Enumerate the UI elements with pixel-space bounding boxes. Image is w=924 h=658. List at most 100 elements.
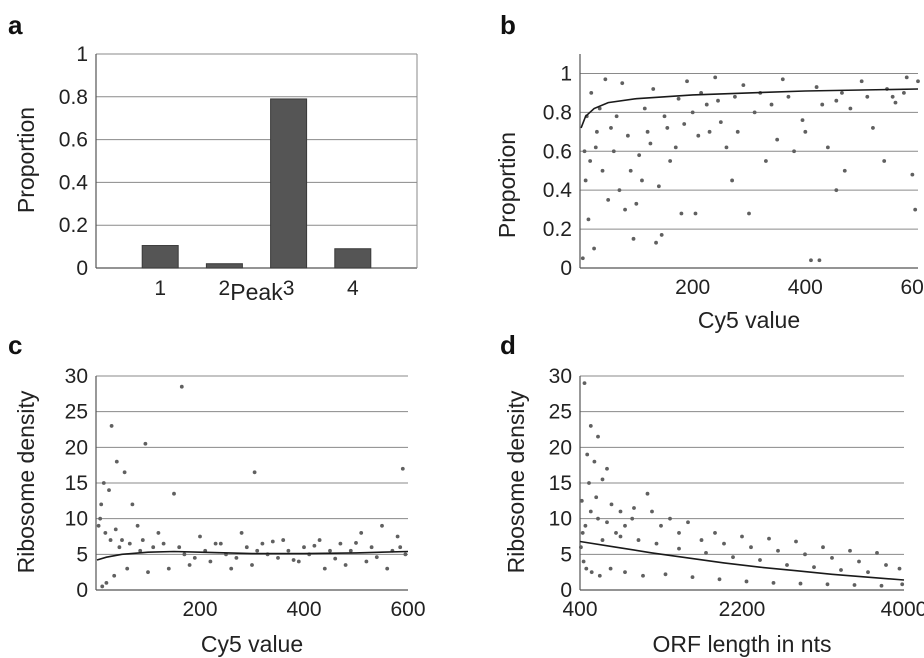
data-point [600,477,605,482]
data-point [234,556,239,560]
data-point [747,211,751,216]
data-point [677,531,681,535]
data-point [696,133,701,138]
y-tick-label: 10 [65,508,88,531]
data-point [785,563,789,567]
data-point [662,114,667,119]
data-point [593,145,598,150]
x-tick-label: 200 [182,598,217,621]
y-tick-label: 0.8 [59,86,88,109]
x-axis-title: Peak [230,279,283,305]
data-point [592,459,597,464]
data-point [138,548,143,553]
y-tick-label: 0.2 [543,218,572,241]
data-point [699,538,704,542]
x-tick-label: 600 [900,276,924,299]
data-point [792,149,796,154]
data-point [673,145,678,150]
data-point [651,87,656,91]
y-tick-label: 1 [76,43,88,66]
data-point [98,516,103,521]
data-point [857,559,861,564]
data-point [103,531,108,535]
data-point [668,516,672,521]
panel-letter-c: c [8,330,22,360]
y-tick-label: 5 [560,543,572,566]
data-point [120,538,124,542]
data-point [140,538,145,542]
data-point [865,94,870,99]
data-point [645,491,650,496]
y-tick-label: 30 [549,365,572,388]
data-point [834,98,839,103]
data-point [192,556,197,560]
data-point [840,91,844,95]
data-point [364,559,369,564]
data-point [107,488,111,493]
y-axis-title: Proportion [13,107,39,213]
data-point [179,384,184,389]
y-tick-label: 10 [549,508,572,531]
data-point [825,145,830,150]
data-point [809,258,813,263]
data-point [354,541,358,545]
bar-peak-2 [205,263,243,269]
data-point [117,545,122,550]
data-point [717,577,722,582]
data-point [916,79,920,84]
data-point [592,246,596,251]
data-point [114,459,119,464]
data-point [291,558,296,562]
data-point [580,531,585,535]
bar-peak-1 [141,245,179,269]
data-point [296,559,301,564]
y-tick-label: 20 [549,436,572,459]
data-point [187,563,192,567]
data-point [166,566,171,571]
data-point [583,178,588,183]
data-point [588,509,593,514]
data-point [690,575,695,580]
data-point [875,551,879,555]
data-point [385,566,390,571]
data-point [213,541,218,546]
y-tick-label: 0.6 [543,140,572,163]
data-point [143,441,148,446]
data-point [260,541,265,546]
data-point [623,207,627,212]
data-point [244,545,249,550]
data-point [317,538,322,542]
data-point [218,541,223,546]
data-point [156,531,161,535]
data-point [270,539,275,544]
data-point [605,520,609,525]
data-point [600,168,605,173]
data-point [769,102,774,107]
data-point [585,452,590,457]
data-point [716,98,720,103]
data-point [614,114,619,119]
data-point [579,545,583,550]
y-tick-label: 0 [560,579,572,602]
data-point [679,211,684,216]
y-tick-label: 15 [65,472,88,495]
x-tick-label: 2 [219,277,231,300]
data-point [584,566,589,571]
x-tick-label: 1 [154,277,166,300]
data-point [620,81,625,86]
data-point [109,424,114,428]
data-point [821,545,825,550]
data-point [800,118,805,123]
data-point [636,538,641,542]
data-point [398,545,403,550]
data-point [628,168,633,173]
x-axis-title: Cy5 value [698,307,800,333]
data-point [659,523,663,528]
data-point [182,552,187,557]
data-point [333,556,338,561]
data-point [663,572,668,577]
data-point [582,381,587,386]
data-point [374,555,379,560]
data-point [595,129,599,134]
data-point [771,580,776,585]
